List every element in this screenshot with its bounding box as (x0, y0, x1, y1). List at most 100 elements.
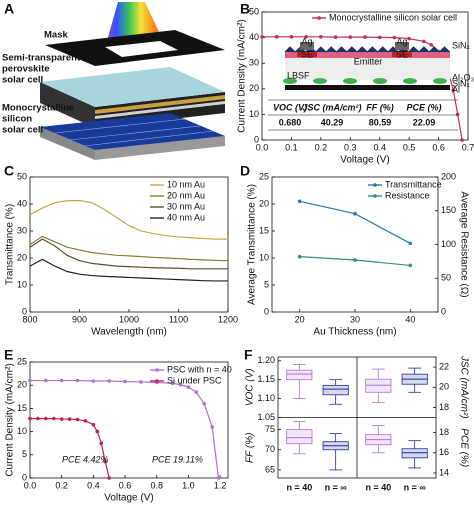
marker (210, 425, 214, 429)
legend-marker (155, 379, 159, 383)
table-cell: 0.680 (279, 117, 302, 127)
inset-label: SE (396, 49, 408, 59)
series-line (30, 379, 220, 479)
y-tick-label: 40 (249, 32, 259, 42)
marker (83, 419, 88, 423)
marker (59, 378, 64, 383)
marker (202, 401, 207, 406)
inset-label: SE (301, 49, 313, 59)
legend-label: PSC with n = 40 (167, 364, 232, 374)
box (322, 384, 349, 396)
marker (107, 476, 111, 480)
y-axis-label: Transmittance (%) (5, 204, 16, 285)
y-tick-label: 25 (17, 356, 27, 366)
x-tick-label: 1000 (119, 314, 139, 324)
marker (363, 35, 367, 39)
box (286, 429, 313, 445)
y-tick-label: 1.20 (257, 355, 275, 365)
marker (348, 35, 353, 39)
box (365, 378, 392, 393)
silicon-label: Monocrystalline (2, 103, 74, 114)
x-tick-label: n = ∞ (404, 482, 427, 492)
marker (28, 416, 32, 421)
x-tick-label: 30 (350, 314, 360, 324)
inset-lbsf (283, 78, 297, 84)
y2-tick-label: 150 (441, 205, 456, 215)
y-tick-label: 5 (264, 279, 269, 289)
plot-frame (261, 11, 469, 141)
si-side (40, 127, 95, 160)
y-tick-label: 75 (265, 424, 275, 434)
marker (59, 417, 64, 421)
perovskite-top (40, 67, 225, 107)
stack-side (40, 82, 95, 128)
series-line (299, 200, 411, 244)
x-axis-label: Voltage (V) (340, 155, 389, 166)
annotation: PCE 4.42% (62, 454, 109, 464)
perovskite-label: solar cell (2, 75, 43, 86)
marker (123, 379, 127, 384)
marker (289, 35, 294, 39)
y-axis-label: Current Density (mA/cm²) (237, 19, 248, 132)
x-tick-label: 0.7 (462, 142, 474, 152)
marker (451, 88, 456, 92)
y2-tick-label: 200 (441, 171, 456, 181)
y-tick-label: 10 (17, 426, 27, 436)
y-tick-label: 30 (17, 225, 27, 235)
marker (274, 35, 279, 39)
marker (28, 378, 32, 383)
inset-label: Al (452, 84, 460, 94)
y-tick-label: 0 (22, 306, 27, 316)
y-tick-label: 30 (249, 58, 259, 68)
x-tick-label: 40 (405, 314, 415, 324)
marker (407, 36, 411, 41)
y-tick-label: 70 (265, 444, 275, 454)
x-tick-label: 0.0 (24, 480, 37, 490)
legend-label: 40 nm Au (167, 212, 205, 222)
x-tick-label: 20 (295, 314, 305, 324)
series-line (30, 418, 110, 479)
y-tick-label: 25 (259, 171, 269, 181)
inset-label: Ag (396, 36, 407, 46)
table-cell: 80.59 (369, 117, 392, 127)
y2-tick-label: 50 (441, 273, 451, 283)
x-tick-label: 0.3 (344, 142, 357, 152)
y-axis-label: JSC (mA/cm²) (458, 355, 469, 419)
legend-label: Transmittance (385, 179, 442, 189)
x-axis-label: Wavelength (nm) (91, 327, 167, 338)
si-grid (54, 118, 215, 147)
x-axis-label: Voltage (V) (104, 493, 153, 504)
y-axis-label: VOC (V) (245, 368, 256, 406)
table-header: FF (%) (366, 102, 394, 112)
marker (51, 416, 56, 421)
legend-label: Monocrystalline silicon solar cell (329, 12, 457, 22)
legend-marker (317, 16, 321, 20)
x-tick-label: n = 40 (286, 482, 312, 492)
x-tick-label: 0.0 (256, 142, 269, 152)
y-tick-label: 20 (17, 380, 27, 390)
x-tick-label: 0.6 (432, 142, 445, 152)
inset-label: Ag (301, 36, 312, 46)
y-tick-label: 14 (439, 467, 449, 477)
x-tick-label: 1.0 (182, 480, 195, 490)
marker (139, 380, 143, 384)
marker (353, 211, 357, 216)
legend-label: 30 nm Au (167, 201, 205, 211)
legend-label: 10 nm Au (167, 179, 205, 189)
table-cell: 22.09 (413, 117, 436, 127)
inset-label: SiNₓ (452, 40, 470, 50)
legend-label: Resistance (385, 190, 430, 200)
marker (260, 35, 264, 39)
y-tick-label: 1.15 (257, 374, 275, 384)
y-tick-label: 65 (265, 464, 275, 474)
box (286, 369, 313, 381)
y-tick-label: 0 (264, 306, 269, 316)
x-tick-label: 900 (72, 314, 87, 324)
marker (297, 199, 302, 204)
y-tick-label: 16 (439, 447, 449, 457)
inset-se (392, 52, 412, 57)
marker (36, 416, 40, 421)
marker (429, 42, 434, 47)
perovskite-label: Semi-transparent (2, 53, 81, 64)
marker (107, 379, 111, 383)
